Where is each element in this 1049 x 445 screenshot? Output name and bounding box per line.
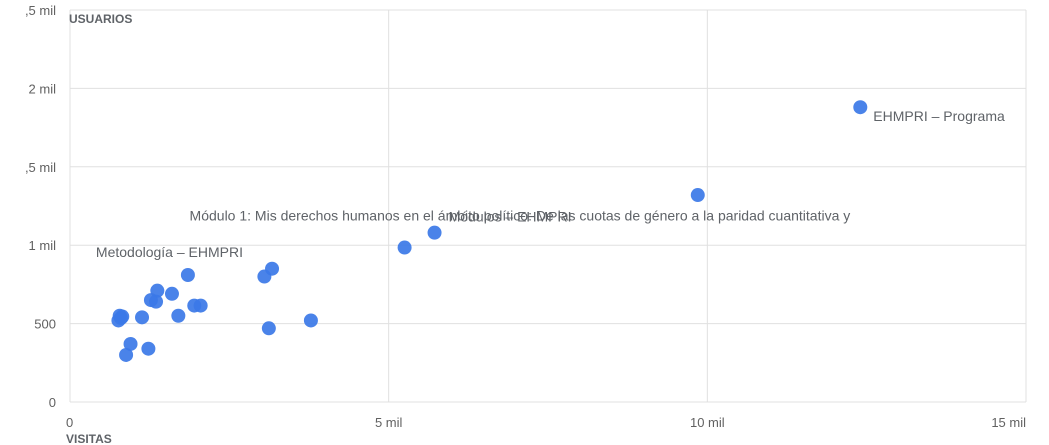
data-point[interactable] — [193, 298, 208, 313]
data-points — [111, 100, 868, 362]
point-labels: EHMPRI – Programa Módulo 1: Mis derechos … — [96, 108, 1005, 260]
axis-ticks: 0 5 mil 10 mil 15 mil 0 500 1 mil ,5 mil 2 mil ,5… — [25, 3, 1026, 430]
x-tick-label: 10 mil — [690, 415, 725, 430]
data-point[interactable] — [164, 286, 179, 301]
x-axis-title: VISITAS — [66, 432, 112, 445]
grid — [69, 9, 1027, 403]
data-point[interactable] — [397, 240, 412, 255]
x-tick-label: 0 — [66, 415, 73, 430]
data-point[interactable] — [135, 310, 150, 325]
point-label: Módulos – EHMPRI — [449, 209, 572, 225]
data-point[interactable] — [261, 321, 276, 336]
data-point[interactable] — [115, 309, 130, 324]
data-point[interactable] — [853, 100, 868, 115]
y-tick-label: 500 — [34, 317, 56, 332]
data-point[interactable] — [171, 308, 186, 323]
data-point[interactable] — [303, 313, 318, 328]
y-tick-label: ,5 mil — [25, 3, 56, 18]
point-label: Módulo 1: Mis derechos humanos en el ámb… — [190, 208, 851, 224]
data-point[interactable] — [690, 188, 705, 203]
x-tick-label: 15 mil — [991, 415, 1026, 430]
point-label: EHMPRI – Programa — [873, 108, 1005, 124]
data-point[interactable] — [123, 336, 138, 351]
y-tick-label: ,5 mil — [25, 160, 56, 175]
x-tick-label: 5 mil — [375, 415, 403, 430]
y-tick-label: 2 mil — [29, 81, 57, 96]
y-axis-title: USUARIOS — [69, 12, 132, 26]
point-label: Metodología – EHMPRI — [96, 244, 243, 260]
data-point[interactable] — [119, 347, 134, 362]
data-point[interactable] — [141, 341, 156, 356]
data-point[interactable] — [149, 294, 164, 309]
data-point[interactable] — [180, 267, 195, 282]
y-tick-label: 1 mil — [29, 238, 57, 253]
y-tick-label: 0 — [49, 395, 56, 410]
data-point[interactable] — [427, 225, 442, 240]
data-point[interactable] — [257, 269, 272, 284]
